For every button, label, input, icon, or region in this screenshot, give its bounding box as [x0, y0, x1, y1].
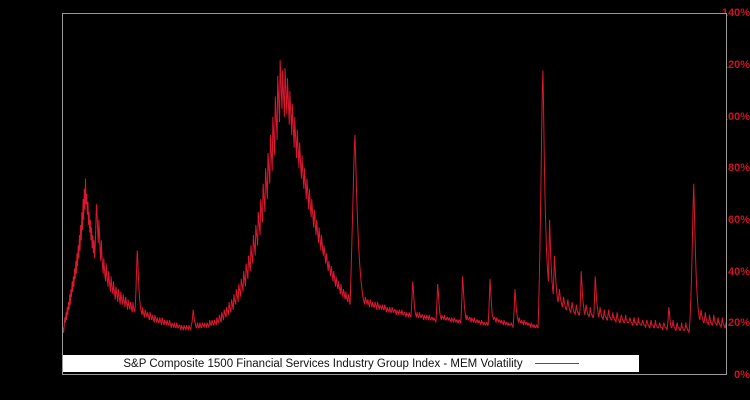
y-tick-label-20: 20% — [727, 317, 750, 329]
y-tick-label-120: 120% — [721, 59, 750, 71]
series-line — [63, 60, 726, 333]
legend: S&P Composite 1500 Financial Services In… — [63, 355, 639, 372]
legend-label: S&P Composite 1500 Financial Services In… — [123, 357, 523, 370]
y-tick-label-140: 140% — [721, 7, 750, 19]
y-tick-label-100: 100% — [721, 111, 750, 123]
y-tick-label-80: 80% — [727, 162, 750, 174]
volatility-series — [63, 60, 726, 333]
y-tick-label-0: 0% — [734, 369, 750, 381]
legend-color-swatch — [534, 363, 579, 364]
y-tick-label-60: 60% — [727, 214, 750, 226]
plot-area — [62, 13, 727, 375]
y-tick-label-40: 40% — [727, 266, 750, 278]
